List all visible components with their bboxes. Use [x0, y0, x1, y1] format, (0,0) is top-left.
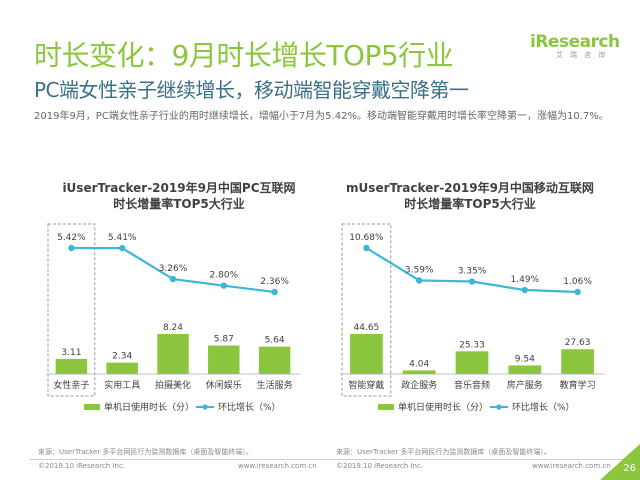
- page-description: 2019年9月，PC端女性亲子行业的用时继续增长，增幅小于7月为5.42%。移动…: [34, 111, 609, 122]
- mobile-legend-bar-label: 单机日使用时长（分）: [398, 401, 488, 413]
- footer-divider: [30, 459, 630, 460]
- pc-growth-point: [220, 282, 227, 289]
- mobile-growth-point: [416, 277, 423, 284]
- mobile-bar-label: 9.54: [515, 354, 535, 364]
- pc-category-label: 实用工具: [104, 379, 140, 391]
- pc-bar-label: 8.24: [163, 323, 183, 333]
- pc-growth-label: 2.36%: [260, 277, 289, 287]
- chart-2-title-line2: 时长增量率TOP5大行业: [404, 197, 536, 211]
- logo-brand: Research: [535, 32, 620, 52]
- footer-url-left: www.iresearch.com.cn: [238, 462, 317, 470]
- pc-growth-label: 2.80%: [210, 271, 239, 281]
- pc-legend-bar-label: 单机日使用时长（分）: [104, 401, 194, 413]
- page-number: 26: [623, 463, 636, 474]
- chart-2-title: mUserTracker-2019年9月中国移动互联网 时长增量率TOP5大行业: [330, 180, 610, 212]
- pc-legend-bar-swatch: [84, 404, 100, 410]
- mobile-growth-label: 3.35%: [458, 267, 487, 277]
- mobile-bar: [350, 334, 383, 374]
- pc-bar-label: 5.87: [214, 335, 234, 345]
- footer-copyright-left: ©2019.10 iResearch Inc.: [38, 462, 126, 470]
- mobile-bar: [508, 365, 542, 374]
- pc-bar: [157, 334, 189, 374]
- pc-growth-point: [169, 275, 177, 283]
- pc-bar: [208, 345, 240, 374]
- pc-growth-point: [271, 288, 278, 296]
- pc-bar-label: 3.11: [61, 348, 81, 358]
- mobile-industry-chart: 44.65 智能穿戴 4.04 政企服务 25.33 音乐音频 9.54 房产服务 27.63 教…: [340, 223, 604, 413]
- mobile-category-label: 政企服务: [401, 379, 437, 391]
- pc-growth-label: 5.42%: [57, 233, 86, 243]
- mobile-bar-label: 25.33: [459, 340, 485, 350]
- pc-bar-label: 5.64: [265, 336, 285, 346]
- mobile-highlight-box: [341, 223, 392, 397]
- chart-1-source: 来源：UserTracker 多平台网民行为监测数据库（桌面及智能终端）。: [38, 448, 253, 456]
- chart-1-title: iUserTracker-2019年9月中国PC互联网 时长增量率TOP5大行业: [44, 180, 314, 212]
- pc-bar: [55, 358, 88, 374]
- mobile-category-label: 教育学习: [560, 379, 596, 391]
- mobile-growth-point: [363, 244, 370, 252]
- footer-url-right: www.iresearch.com.cn: [532, 462, 611, 470]
- pc-growth-label: 3.26%: [159, 264, 188, 274]
- pc-growth-point: [68, 244, 75, 252]
- iresearch-logo: iResearch 艾瑞咨询: [530, 32, 622, 72]
- mobile-category-label: 智能穿戴: [348, 379, 384, 391]
- mobile-category-label: 音乐音频: [454, 379, 490, 391]
- pc-category-label: 女性亲子: [53, 379, 89, 391]
- mobile-category-label: 房产服务: [507, 379, 543, 391]
- pc-category-label: 休闲娱乐: [206, 379, 242, 391]
- pc-legend-line-marker: [202, 404, 208, 410]
- chart-2-title-line1: mUserTracker-2019年9月中国移动互联网: [346, 181, 594, 195]
- mobile-bar: [455, 351, 489, 374]
- pc-category-label: 生活服务: [257, 379, 293, 391]
- mobile-growth-label: 1.49%: [511, 275, 540, 285]
- pc-bar-label: 2.34: [112, 352, 132, 362]
- page-title: 时长变化：9月时长增长TOP5行业: [34, 39, 454, 72]
- page-corner: [600, 444, 640, 480]
- mobile-growth-point: [521, 286, 528, 294]
- mobile-legend-line-label: 环比增长（%）: [512, 401, 575, 413]
- mobile-bar-label: 27.63: [565, 338, 591, 348]
- page-subtitle: PC端女性亲子继续增长，移动端智能穿戴空降第一: [34, 78, 469, 102]
- mobile-growth-point: [574, 288, 581, 296]
- logo-i: i: [530, 32, 536, 52]
- pc-legend-line-label: 环比增长（%）: [218, 401, 281, 413]
- chart-1-title-line2: 时长增量率TOP5大行业: [113, 197, 245, 211]
- pc-industry-chart: 3.11 女性亲子 2.34 实用工具 8.24 拍摄美化 5.87 休闲娱乐 5.64 生活服务…: [46, 223, 300, 413]
- pc-bar: [258, 346, 291, 374]
- pc-category-label: 拍摄美化: [155, 379, 191, 391]
- mobile-bar: [402, 370, 436, 374]
- chart-2-source: 来源：UserTracker 多平台网民行为监测数据库（桌面及智能终端）。: [336, 448, 551, 456]
- mobile-legend-bar-swatch: [378, 404, 394, 410]
- mobile-growth-label: 1.06%: [563, 277, 592, 287]
- mobile-growth-label: 10.68%: [349, 233, 384, 243]
- logo-subtitle: 艾瑞咨询: [556, 51, 612, 59]
- pc-highlight-box: [47, 223, 96, 397]
- mobile-bar: [561, 349, 594, 374]
- chart-1-title-line1: iUserTracker-2019年9月中国PC互联网: [62, 181, 296, 195]
- mobile-growth-label: 3.59%: [405, 265, 434, 275]
- mobile-growth-point: [468, 278, 476, 285]
- mobile-legend-line-marker: [496, 404, 502, 410]
- mobile-bar-label: 4.04: [409, 359, 429, 369]
- pc-bar: [106, 362, 138, 374]
- footer-copyright-right: ©2019.10 iResearch Inc.: [336, 462, 424, 470]
- mobile-bar-label: 44.65: [354, 323, 380, 333]
- pc-growth-point: [119, 244, 126, 252]
- pc-growth-label: 5.41%: [108, 233, 137, 243]
